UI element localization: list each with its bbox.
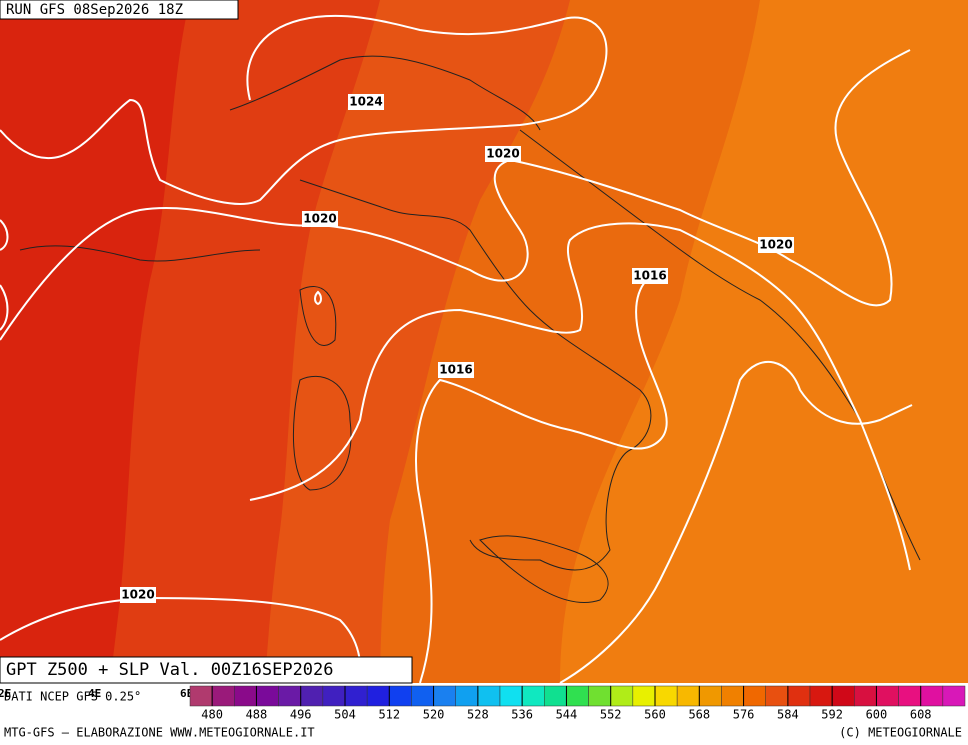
isobar-label: 1016 [439,363,472,377]
product-label: GPT Z500 + SLP Val. 00Z16SEP2026 [6,660,334,680]
colorbar-cell [632,685,656,707]
colorbar-label: 600 [866,708,888,722]
colorbar-cell [499,685,523,707]
run-box [0,0,239,20]
colorbar-label: 512 [378,708,400,722]
isobar-label-box [485,146,521,162]
isobar-label-box [758,237,794,253]
isobar-label: 1020 [486,147,519,161]
colorbar-label: 480 [201,708,223,722]
colorbar-cell [389,685,412,707]
colorbar-cell [344,685,368,707]
colorbar-cell [544,685,567,707]
colorbar-cell [256,685,279,707]
colorbar-cell [477,685,501,707]
colorbar-cell [234,685,257,707]
colorbar-label: 536 [511,708,533,722]
colorbar-cell [721,685,744,707]
isobar-label: 1020 [759,238,792,252]
colorbar-cell [654,685,678,707]
colorbar-label: 504 [334,708,356,722]
colorbar-cell [278,685,301,707]
isobar-label-box [632,268,668,284]
lon-label: 4E [88,687,101,700]
isobar-label-box [348,94,384,110]
colorbar-cell [300,685,324,707]
colorbar-label: 576 [733,708,755,722]
colorbar-cell [433,685,456,707]
colorbar-cell [743,685,766,707]
colorbar-cell [787,685,811,707]
geopotential-field [0,0,968,683]
colorbar-cell [699,685,722,707]
colorbar-cell [566,685,589,707]
colorbar-cell [809,685,833,707]
isobar-label-box [302,211,338,227]
isobar-label-box [120,587,156,603]
colorbar-label: 544 [556,708,578,722]
isobars [0,14,913,684]
colorbar-label: 488 [246,708,268,722]
isobar-label-box [438,362,474,378]
lon-label: 2E [0,687,11,700]
colorbar-label: 520 [423,708,445,722]
colorbar-label: 552 [600,708,622,722]
colorbar-cell [676,685,700,707]
colorbar-cell [411,685,434,707]
isobar-label: 1024 [349,95,382,109]
colorbar-cell [765,685,789,707]
colorbar-cell [322,685,346,707]
copyright-label: (C) METEOGIORNALE [839,726,962,740]
product-box [0,656,413,684]
colorbar-cell [920,685,944,707]
colorbar-label: 568 [688,708,710,722]
isobar-label: 1020 [121,588,154,602]
colorbar-label: 584 [777,708,799,722]
isobar-label: 1020 [303,212,336,226]
colorbar-cell [588,685,611,707]
colorbar: 480 488 496 504 512 520 528 536 544 552 560 568 576 5… [189,685,966,722]
colorbar-label: 496 [290,708,312,722]
colorbar-cell [455,685,479,707]
source-label: DATI NCEP GFS 0.25° [4,690,141,704]
colorbar-cell [521,685,545,707]
isobar-labels: 1024 1020 1020 1020 1016 1016 1020 [120,94,794,603]
colorbar-label: 592 [821,708,843,722]
colorbar-label: 528 [467,708,489,722]
colorbar-cell [942,685,966,707]
colorbar-label: 608 [910,708,932,722]
colorbar-cell [898,685,921,707]
credit-label: MTG-GFS — ELABORAZIONE WWW.METEOGIORNALE… [4,726,315,740]
colorbar-cell [610,685,634,707]
colorbar-cell [876,685,899,707]
colorbar-cell [366,685,390,707]
colorbar-cell [189,685,213,707]
colorbar-cell [211,685,235,707]
colorbar-label: 560 [644,708,666,722]
isobar-label: 1016 [633,269,666,283]
run-label: RUN GFS 08Sep2026 18Z [6,2,183,18]
colorbar-cell [831,685,855,707]
colorbar-cell [854,685,877,707]
